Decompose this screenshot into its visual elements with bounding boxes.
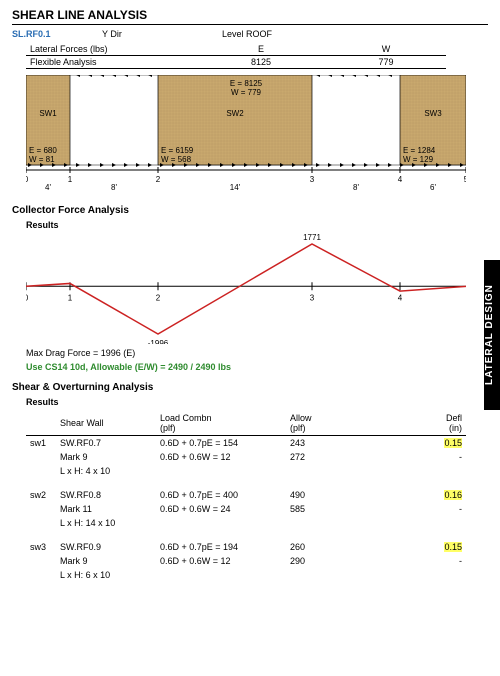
max-drag-note: Max Drag Force = 1996 (E) (26, 348, 488, 358)
svg-text:E = 8125: E = 8125 (230, 79, 263, 88)
svg-text:1: 1 (68, 175, 73, 184)
lateral-forces-table: Lateral Forces (lbs)EWFlexible Analysis8… (26, 43, 446, 69)
svg-text:1771: 1771 (303, 234, 321, 242)
collector-title: Collector Force Analysis (12, 205, 488, 216)
svg-text:SW3: SW3 (424, 109, 442, 118)
svg-text:SW1: SW1 (39, 109, 57, 118)
svg-text:6': 6' (430, 183, 436, 192)
shear-ot-results-label: Results (26, 397, 488, 407)
svg-text:1: 1 (68, 293, 73, 302)
shearline-id: SL.RF0.1 (12, 29, 102, 39)
table-row: Mark 90.6D + 0.6W = 12290- (26, 554, 466, 568)
svg-text:E = 6159: E = 6159 (161, 146, 194, 155)
svg-text:8': 8' (111, 183, 117, 192)
dir-label: Y Dir (102, 29, 222, 39)
svg-text:W = 779: W = 779 (231, 88, 262, 97)
page-title: SHEAR LINE ANALYSIS (12, 8, 488, 25)
allowable-note: Use CS14 10d, Allowable (E/W) = 2490 / 2… (26, 362, 488, 372)
svg-text:14': 14' (230, 183, 241, 192)
svg-text:-1996: -1996 (148, 339, 169, 344)
header-row: SL.RF0.1 Y Dir Level ROOF (12, 29, 488, 39)
svg-text:0: 0 (26, 175, 29, 184)
table-row: sw3SW.RF0.90.6D + 0.7pE = 1942600.15 (26, 540, 466, 554)
svg-text:2: 2 (156, 293, 161, 302)
table-row: L x H: 4 x 10 (26, 464, 466, 478)
svg-text:W = 568: W = 568 (161, 155, 192, 164)
table-row: sw2SW.RF0.80.6D + 0.7pE = 4004900.16 (26, 488, 466, 502)
svg-text:4: 4 (398, 293, 403, 302)
svg-text:W = 81: W = 81 (29, 155, 55, 164)
table-row: sw1SW.RF0.70.6D + 0.7pE = 1542430.15 (26, 436, 466, 451)
shear-ot-table: Shear WallLoad Combn(plf)Allow(plf)Defl(… (26, 411, 466, 582)
page: SHEAR LINE ANALYSIS SL.RF0.1 Y Dir Level… (0, 0, 500, 590)
svg-text:3: 3 (310, 293, 315, 302)
collector-chart: 0 1 2 3 4 1771 -1996 (26, 234, 466, 344)
collector-results-label: Results (26, 220, 488, 230)
svg-text:0: 0 (26, 293, 29, 302)
table-row: L x H: 14 x 10 (26, 516, 466, 530)
svg-text:E = 680: E = 680 (29, 146, 57, 155)
svg-text:2: 2 (156, 175, 161, 184)
shear-ot-title: Shear & Overturning Analysis (12, 382, 488, 393)
svg-text:E = 1284: E = 1284 (403, 146, 436, 155)
level-label: Level ROOF (222, 29, 342, 39)
table-row: L x H: 6 x 10 (26, 568, 466, 582)
svg-text:SW2: SW2 (226, 109, 244, 118)
wall-diagram: SW1 E = 680W = 81 SW2 E = 6159W = 568 SW3 E =… (26, 75, 466, 195)
table-row: Mark 110.6D + 0.6W = 24585- (26, 502, 466, 516)
svg-text:3: 3 (310, 175, 315, 184)
svg-text:4: 4 (398, 175, 403, 184)
svg-text:4': 4' (45, 183, 51, 192)
table-row: Mark 90.6D + 0.6W = 12272- (26, 450, 466, 464)
sidebar-tab: LATERAL DESIGN (484, 260, 500, 410)
svg-text:8': 8' (353, 183, 359, 192)
svg-text:5: 5 (464, 175, 466, 184)
svg-text:W = 129: W = 129 (403, 155, 434, 164)
